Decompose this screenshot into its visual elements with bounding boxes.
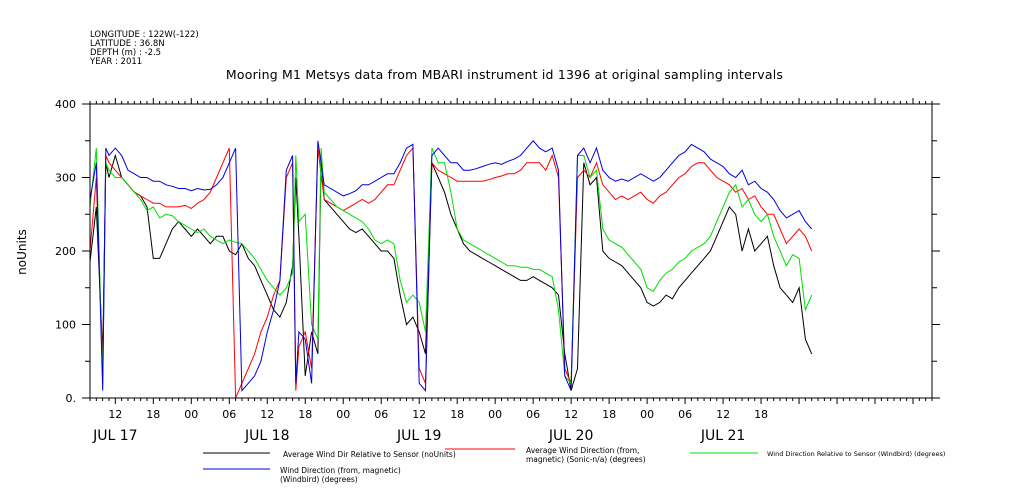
longitude-label: LONGITUDE : 122W(-122) (90, 30, 199, 40)
legend-label-series-4: Wind Direction (from, magnetic) (Windbir… (280, 466, 401, 484)
metadata-block: LONGITUDE : 122W(-122) LATITUDE : 36.8N DE… (90, 22, 199, 76)
x-tick-label: 12 (108, 408, 122, 421)
depth-label: DEPTH (m) : -2.5 (90, 48, 162, 58)
x-tick-label: 06 (374, 408, 388, 421)
year-label: YEAR : 2011 (90, 57, 143, 67)
x-tick-label: 06 (678, 408, 692, 421)
chart-title: Mooring M1 Metsys data from MBARI instru… (225, 67, 784, 82)
legend-label-series-3: Wind Direction Relative to Sensor (Windb… (767, 450, 946, 458)
plot-frame (89, 103, 933, 399)
series-line-1 (89, 153, 813, 391)
x-tick-label: 00 (184, 408, 198, 421)
x-tick-label: 06 (222, 408, 236, 421)
day-label: JUL 19 (396, 428, 441, 444)
latitude-label: LATITUDE : 36.8N (90, 39, 165, 49)
x-tick-label: 12 (412, 408, 426, 421)
x-tick-label: 18 (450, 408, 464, 421)
x-tick-label: 18 (602, 408, 616, 421)
day-label: JUL 20 (548, 428, 593, 444)
day-label: JUL 18 (244, 428, 289, 444)
x-tick-label: 06 (526, 408, 540, 421)
x-tick-label: 00 (336, 408, 350, 421)
x-tick-label: 18 (754, 408, 768, 421)
x-tick-label: 12 (716, 408, 730, 421)
day-label: JUL 21 (700, 428, 745, 444)
x-tick-label: 12 (564, 408, 578, 421)
day-label: JUL 17 (92, 428, 137, 444)
x-tick-label: 00 (488, 408, 502, 421)
y-tick-label: 400 (55, 98, 76, 111)
x-tick-label: 18 (146, 408, 160, 421)
series-line-4 (89, 140, 813, 392)
y-tick-label: 300 (55, 172, 76, 185)
y-tick-label: 100 (55, 319, 76, 332)
y-tick-label: 0. (66, 392, 77, 405)
x-tick-label: 18 (298, 408, 312, 421)
x-tick-label: 12 (260, 408, 274, 421)
x-tick-label: 00 (640, 408, 654, 421)
series-line-3 (89, 147, 813, 385)
series-line-2 (89, 146, 813, 399)
y-tick-label: 200 (55, 245, 76, 258)
legend-label-series-1: Average Wind Dir Relative to Sensor (noU… (283, 450, 456, 459)
legend-label-series-2: Average Wind Direction (from, magnetic) … (526, 446, 646, 464)
